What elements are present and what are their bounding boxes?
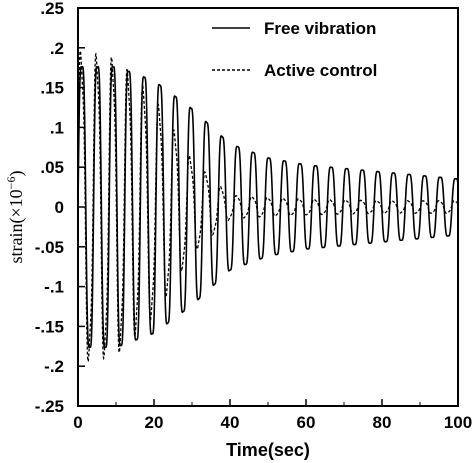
legend: Free vibration Active control: [212, 19, 377, 80]
y-tick-label: .15: [40, 79, 64, 98]
y-tick-label: .2: [50, 39, 64, 58]
y-label-exponent: −6: [4, 177, 18, 190]
x-axis-label: Time(sec): [226, 440, 310, 460]
y-label-times: ×: [6, 207, 26, 217]
y-axis-label: strain(×10−6): [4, 171, 27, 264]
y-tick-label: -.2: [44, 357, 64, 376]
y-tick-label: -.15: [35, 317, 64, 336]
y-tick-label: -.1: [44, 278, 64, 297]
x-tick-label: 60: [297, 413, 316, 432]
x-tick-label: 100: [444, 413, 472, 432]
series-line-active-control: [77, 50, 459, 363]
series-layer: [77, 50, 459, 363]
y-tick-label: .05: [40, 158, 64, 177]
x-tick-label: 80: [373, 413, 392, 432]
y-label-base: 10: [6, 189, 26, 207]
x-tick-label: 40: [221, 413, 240, 432]
svg-text:strain(×10−6): strain(×10−6): [4, 171, 27, 264]
y-tick-label: .25: [40, 0, 64, 18]
x-axis: 0 20 40 60 80 100: [73, 399, 472, 432]
legend-label-active-control: Active control: [264, 61, 377, 80]
y-tick-label: -.05: [35, 238, 64, 257]
y-tick-label: -.25: [35, 397, 64, 416]
y-label-prefix: strain(: [6, 217, 27, 263]
x-tick-label: 20: [145, 413, 164, 432]
y-tick-label: .1: [50, 118, 64, 137]
legend-label-free-vibration: Free vibration: [264, 19, 376, 38]
y-axis: .25 .2 .15 .1 .05 0 -.05 -.1 -.15 -.2 -.25: [35, 0, 85, 416]
y-label-suffix: ): [6, 171, 27, 177]
y-tick-label: 0: [55, 198, 64, 217]
x-tick-label: 0: [73, 413, 82, 432]
series-line-free-vibration: [77, 65, 459, 349]
